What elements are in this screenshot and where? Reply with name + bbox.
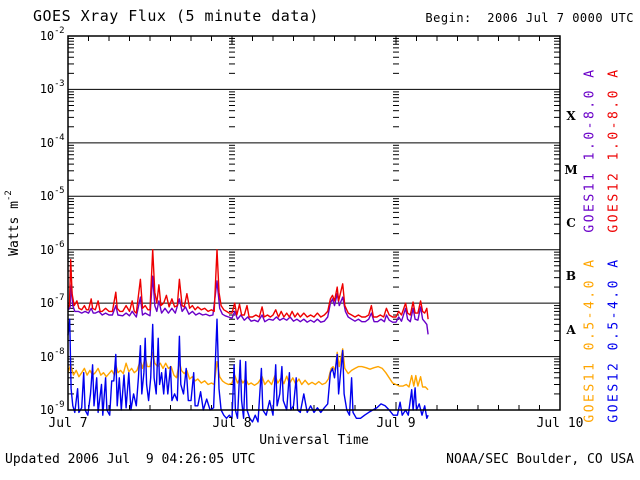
series-label-goes12-0-5-4-0-a: GOES12 0.5-4.0 A: [606, 257, 622, 423]
y-tick-label: 10-7: [39, 293, 65, 311]
series-label-goes11-1-0-8-0-a: GOES11 1.0-8.0 A: [582, 67, 598, 233]
source-credit: NOAA/SEC Boulder, CO USA: [446, 452, 634, 467]
y-tick-label: 10-5: [39, 186, 65, 204]
begin-timestamp: Begin: 2006 Jul 7 0000 UTC: [425, 11, 634, 25]
y-axis-label: Watts m-2: [3, 190, 23, 256]
y-tick-label: 10-6: [39, 239, 65, 257]
y-tick-exponent: -5: [54, 186, 64, 197]
flare-class-label: C: [566, 216, 576, 230]
series-goes11-0-5-4-0-a: [67, 348, 429, 391]
updated-timestamp: Updated 2006 Jul 9 04:26:05 UTC: [5, 452, 256, 467]
x-axis-label: Universal Time: [259, 433, 369, 448]
y-tick-label: 10-3: [39, 79, 65, 97]
y-tick-exponent: -4: [54, 132, 64, 143]
chart-title: GOES Xray Flux (5 minute data): [33, 7, 319, 25]
series-label-goes11-0-5-4-0-a: GOES11 0.5-4.0 A: [582, 257, 598, 423]
series-goes12-0-5-4-0-a: [67, 318, 429, 423]
y-tick-exponent: -7: [54, 293, 64, 304]
series-label-goes12-1-0-8-0-a: GOES12 1.0-8.0 A: [606, 67, 622, 233]
y-tick-exponent: -6: [54, 239, 64, 250]
series-goes12-1-0-8-0-a: [67, 249, 429, 320]
y-tick-exponent: -8: [54, 346, 64, 357]
flare-class-label: A: [566, 322, 576, 337]
y-tick-exponent: -9: [54, 400, 64, 410]
y-axis-label-exponent: -2: [3, 190, 14, 202]
x-tick-label: Jul 10: [536, 416, 584, 431]
y-tick-label: 10-8: [39, 346, 65, 364]
flare-class-label: X: [566, 109, 576, 124]
y-tick-label: 10-9: [39, 400, 65, 417]
y-tick-exponent: -3: [54, 79, 64, 90]
y-tick-exponent: -2: [54, 26, 64, 36]
x-tick-label: Jul 8: [212, 416, 252, 431]
series-goes11-1-0-8-0-a: [67, 275, 429, 335]
x-tick-label: Jul 7: [48, 416, 88, 431]
y-tick-label: 10-2: [39, 26, 65, 43]
y-tick-label: 10-4: [39, 132, 65, 150]
flare-class-label: M: [564, 162, 578, 177]
plot-frame: [67, 35, 561, 411]
x-tick-label: Jul 9: [376, 416, 416, 431]
y-axis-label-base: Watts m: [7, 201, 23, 256]
flare-class-label: B: [565, 269, 577, 284]
